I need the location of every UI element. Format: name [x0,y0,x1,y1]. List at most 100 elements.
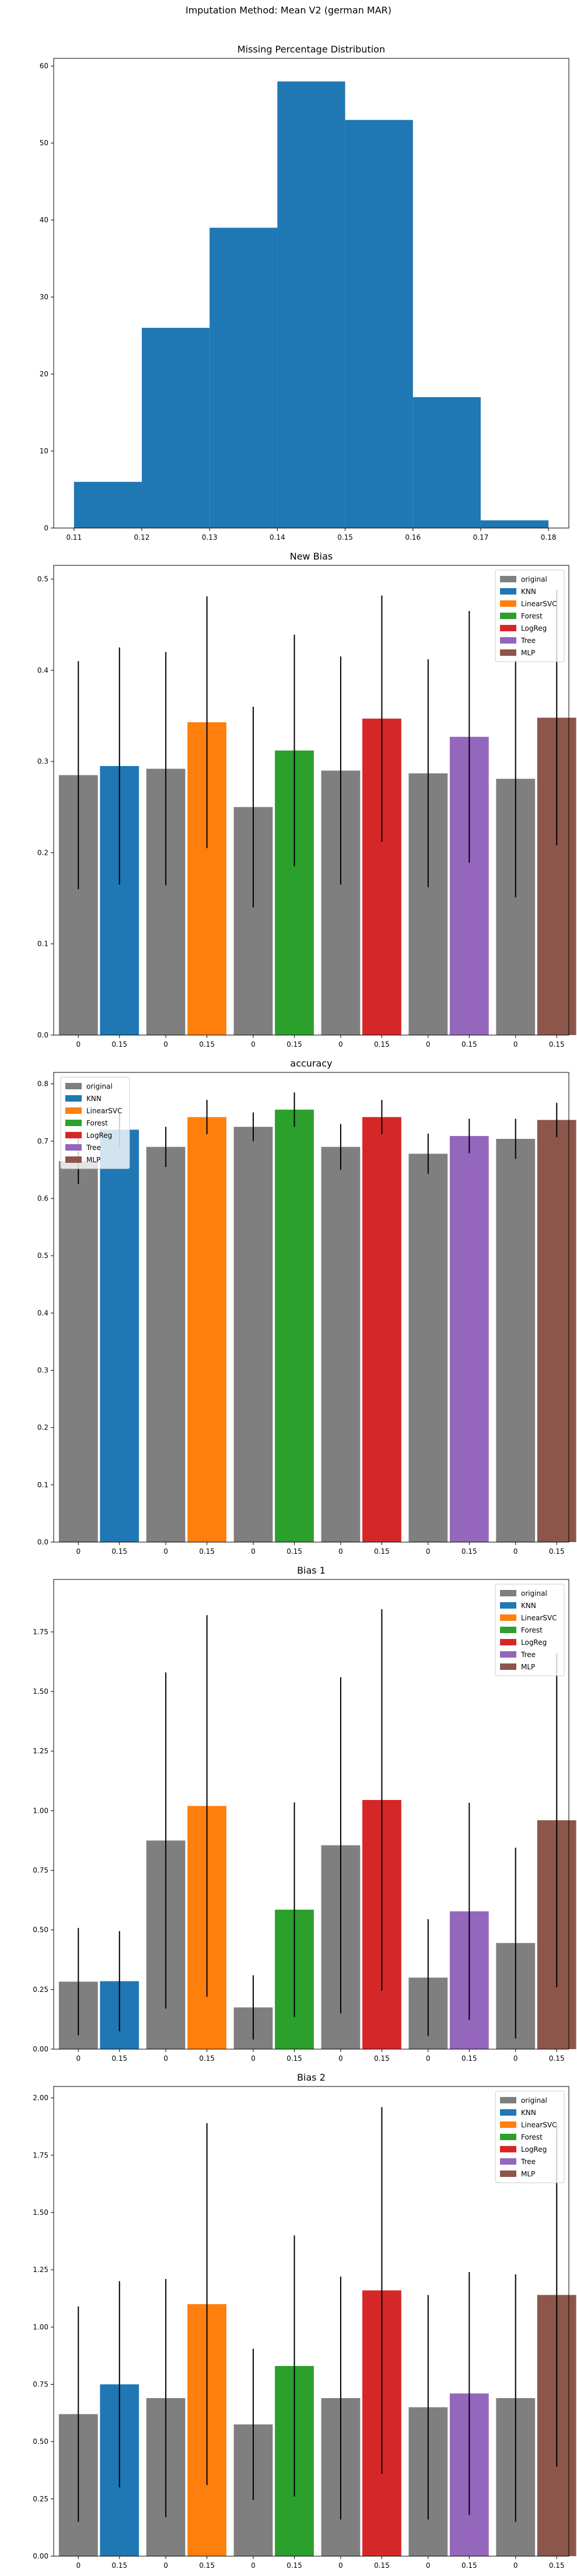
x-tick-label: 0.11 [66,533,82,541]
y-tick-label: 0.0 [37,1031,48,1039]
legend-swatch [65,1120,82,1126]
x-tick-label: 0 [338,1547,343,1556]
x-tick-label: 0.15 [549,1040,565,1048]
x-tick-label: 0.15 [374,1040,390,1048]
bar-mlp [537,1120,576,1542]
legend-label: Forest [86,1119,108,1127]
x-tick-label: 0.15 [461,1040,477,1048]
legend-swatch [65,1083,82,1089]
x-tick-label: 0.15 [111,2054,127,2063]
bar-original [321,1147,361,1542]
legend-swatch [65,1095,82,1102]
legend-label: Forest [521,1626,543,1634]
x-tick-label: 0 [513,1040,518,1048]
bar-knn [100,1130,139,1542]
axes-frame [53,1072,569,1543]
y-tick-label: 0.50 [33,1926,48,1934]
x-tick-label: 0 [426,2054,431,2063]
bar-logreg [362,1117,401,1542]
legend-label: original [521,2096,547,2105]
x-tick-label: 0.15 [286,1040,302,1048]
y-tick-label: 0.75 [33,2380,48,2388]
legend-label: MLP [521,649,535,657]
chart-title: Missing Percentage Distribution [237,44,385,55]
bar-tree [449,1135,489,1542]
legend: original KNN LinearSVC Forest LogReg Tree MLP [495,1584,565,1676]
legend-label: Tree [520,637,536,645]
legend-label: LinearSVC [521,1614,557,1622]
hist-bar [412,397,481,528]
legend-swatch [500,1639,516,1645]
y-tick-label: 0.25 [33,2495,48,2503]
legend: original KNN LinearSVC Forest LogReg Tree MLP [495,2091,565,2183]
x-tick-label: 0 [251,1040,256,1048]
y-tick-label: 0.4 [37,1309,48,1317]
y-tick-label: 0.6 [37,1194,48,1203]
legend-swatch [500,1614,516,1621]
x-tick-label: 0 [513,2054,518,2063]
y-tick-label: 60 [40,62,48,70]
legend-label: Tree [520,1651,536,1659]
x-tick-label: 0.15 [461,2561,477,2570]
legend-swatch [500,613,516,619]
chart-4: 0 0.15 0 0.15 0 0.15 0 0.15 0 0.15 0 0.15 original KN… [33,2072,576,2570]
hist-bar [277,81,345,529]
y-tick-label: 30 [40,293,48,301]
x-tick-label: 0 [163,1040,168,1048]
axes-frame [53,58,569,529]
x-tick-label: 0.12 [134,533,150,541]
x-tick-label: 0.15 [337,533,353,541]
axes-frame [53,2086,569,2557]
legend-swatch [65,1144,82,1151]
x-tick-label: 0.15 [199,1040,215,1048]
legend-label: LogReg [521,1638,547,1647]
legend-swatch [500,2158,516,2165]
x-tick-label: 0 [338,2054,343,2063]
legend-swatch [500,637,516,644]
legend-swatch [500,2097,516,2103]
legend-label: original [521,575,547,583]
chart-0: 0.11 0.12 0.13 0.14 0.15 0.16 0.17 0.18 0 10 20 30 4… [40,44,569,541]
legend-swatch [500,1651,516,1658]
y-tick-label: 0.3 [37,757,48,766]
chart-title: Bias 2 [297,2072,326,2083]
legend-label: KNN [521,2109,536,2117]
chart-title: accuracy [290,1058,332,1069]
y-tick-label: 0.2 [37,848,48,857]
x-tick-label: 0 [338,1040,343,1048]
x-tick-label: 0 [426,1547,431,1556]
x-tick-label: 0 [76,1547,81,1556]
y-tick-label: 0.3 [37,1366,48,1374]
x-tick-label: 0 [163,2054,168,2063]
legend-swatch [65,1156,82,1163]
x-tick-label: 0.16 [405,533,421,541]
y-tick-label: 1.75 [33,2151,48,2159]
legend-swatch [500,1602,516,1609]
x-tick-label: 0.15 [286,1547,302,1556]
legend-swatch [65,1107,82,1114]
x-tick-label: 0.18 [541,533,557,541]
x-tick-label: 0 [76,1040,81,1048]
x-tick-label: 0 [513,2561,518,2570]
bar-forest [275,1109,314,1542]
x-tick-label: 0.15 [374,2054,390,2063]
legend: original KNN LinearSVC Forest LogReg Tree MLP [495,569,565,662]
x-tick-label: 0 [251,2054,256,2063]
legend-label: Forest [521,612,543,620]
y-tick-label: 1.50 [33,1687,48,1696]
legend-swatch [500,625,516,631]
y-tick-label: 0.00 [33,2045,48,2053]
legend-label: KNN [86,1095,102,1103]
x-tick-label: 0 [163,1547,168,1556]
legend-label: LinearSVC [521,2121,557,2129]
legend-label: LinearSVC [86,1107,123,1115]
legend-label: Tree [86,1144,101,1152]
x-tick-label: 0 [76,2561,81,2570]
bar-linearsvc [187,1117,227,1542]
x-tick-label: 0 [76,2054,81,2063]
x-tick-label: 0.15 [286,2054,302,2063]
legend-swatch [500,2134,516,2140]
x-tick-label: 0 [426,2561,431,2570]
x-tick-label: 0.15 [549,2054,565,2063]
y-tick-label: 50 [40,139,48,147]
